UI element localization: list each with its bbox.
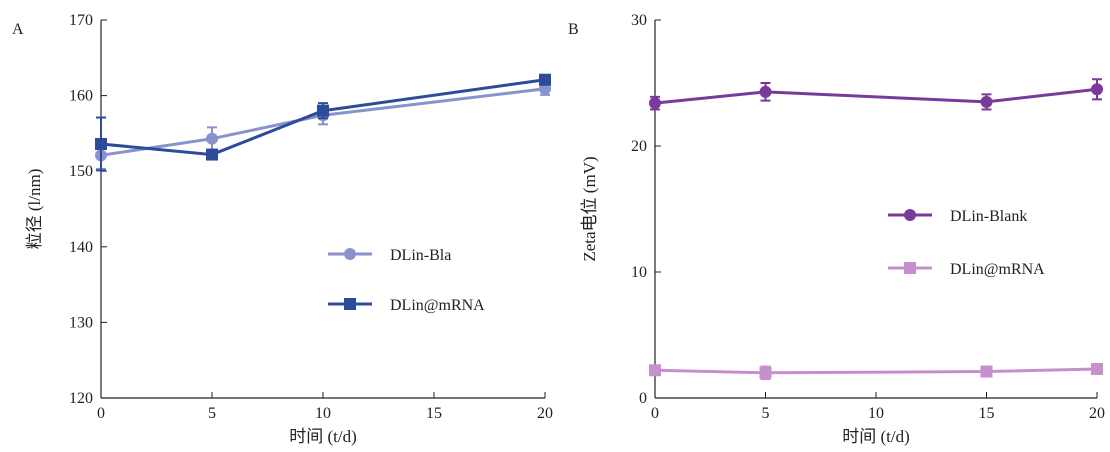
legend-entry: DLin@mRNA xyxy=(888,261,1045,278)
data-point xyxy=(539,73,551,86)
legend-marker xyxy=(904,262,916,274)
chart-panel-A: A 120 130 140 150 160 170 0 5 10 15 20 时间 (t/d) 粒径 (l… xyxy=(12,12,553,446)
chart-panel-B: B 0 10 20 30 0 5 10 15 20 时间 (t/d) Zeta电位 (mV) DLin-… xyxy=(568,12,1105,446)
legend-marker xyxy=(344,248,356,260)
x-tick-label: 5 xyxy=(208,405,216,422)
legend-label: DLin-Blank xyxy=(950,208,1027,225)
data-point xyxy=(759,366,772,379)
panel-letter: B xyxy=(568,21,579,38)
legend-label: DLin@mRNA xyxy=(950,261,1045,278)
y-tick-label: 30 xyxy=(631,12,647,29)
x-tick-label: 10 xyxy=(315,405,331,422)
x-tick-label: 20 xyxy=(537,405,553,422)
data-point xyxy=(759,85,772,98)
x-tick-label: 0 xyxy=(97,405,105,422)
data-point xyxy=(980,95,993,108)
y-axis-label: 粒径 (l/nm) xyxy=(25,169,44,250)
x-axis-label: 时间 (t/d) xyxy=(289,427,357,446)
y-tick-label: 160 xyxy=(69,88,93,105)
legend-label: DLin-Bla xyxy=(390,247,451,264)
x-tick-label: 5 xyxy=(762,405,770,422)
series-line xyxy=(100,87,546,157)
series-0 xyxy=(95,81,551,170)
x-tick-label: 0 xyxy=(651,405,659,422)
legend-label: DLin@mRNA xyxy=(390,297,485,314)
data-point xyxy=(317,104,329,117)
series-line xyxy=(654,87,1098,105)
y-tick-label: 130 xyxy=(69,314,93,331)
legend-entry: DLin-Blank xyxy=(888,208,1027,225)
legend-marker xyxy=(344,298,356,310)
data-point xyxy=(1091,83,1103,96)
data-point xyxy=(539,82,551,95)
x-tick-label: 15 xyxy=(426,405,442,422)
data-point xyxy=(206,132,218,145)
series-line xyxy=(100,78,546,157)
y-tick-label: 10 xyxy=(631,264,647,281)
data-point xyxy=(649,364,661,377)
series-0 xyxy=(649,78,1103,111)
x-axis-label: 时间 (t/d) xyxy=(842,427,910,446)
x-tick-label: 10 xyxy=(868,405,884,422)
data-point xyxy=(95,137,107,150)
data-point xyxy=(206,148,218,161)
data-point xyxy=(1091,363,1103,376)
x-tick-label: 20 xyxy=(1089,405,1105,422)
y-axis-label: Zeta电位 (mV) xyxy=(580,156,599,261)
x-tick-label: 15 xyxy=(979,405,995,422)
y-tick-label: 20 xyxy=(631,138,647,155)
data-point xyxy=(980,365,993,378)
y-tick-label: 120 xyxy=(69,390,93,407)
y-tick-label: 0 xyxy=(639,390,647,407)
y-tick-label: 170 xyxy=(69,12,93,29)
series-1 xyxy=(95,73,551,172)
panel-letter: A xyxy=(12,21,24,38)
series-1 xyxy=(649,363,1103,381)
data-point xyxy=(649,97,661,110)
legend-entry: DLin-Bla xyxy=(328,247,451,264)
y-tick-label: 150 xyxy=(69,163,93,180)
y-tick-label: 140 xyxy=(69,239,93,256)
series-line xyxy=(654,367,1098,375)
legend-marker xyxy=(904,209,916,221)
legend-entry: DLin@mRNA xyxy=(328,297,485,314)
